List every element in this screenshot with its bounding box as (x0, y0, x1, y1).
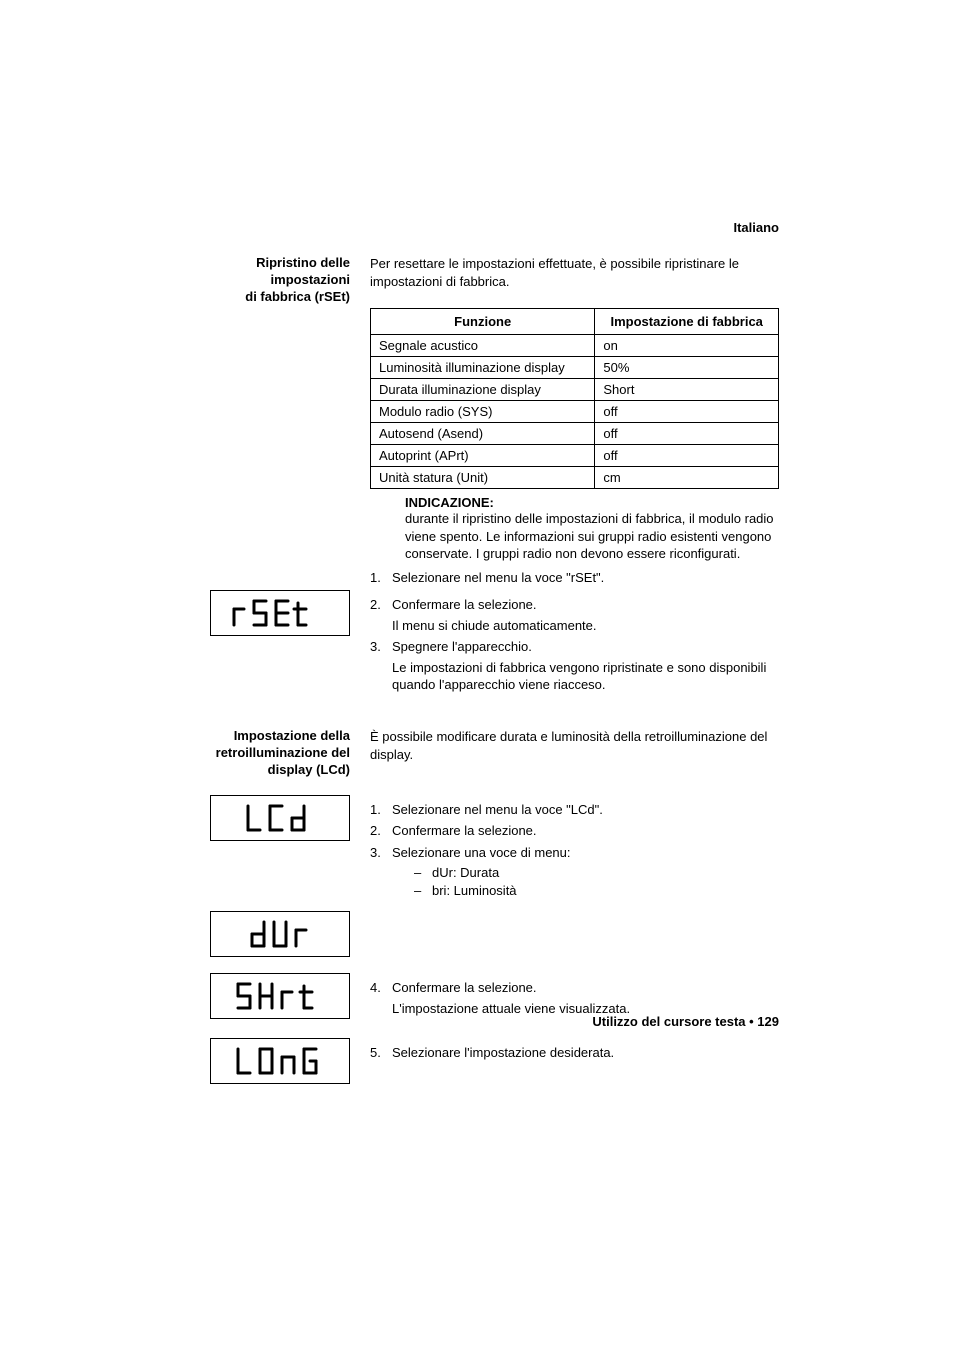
lcd-display-long (210, 1038, 350, 1084)
note-label: INDICAZIONE: (405, 495, 779, 510)
seven-segment-icon (220, 978, 340, 1014)
table-cell: cm (595, 467, 779, 489)
table-cell: 50% (595, 357, 779, 379)
table-cell: off (595, 423, 779, 445)
list-item: 2. Confermare la selezione. Il menu si c… (370, 596, 779, 634)
table-cell: off (595, 401, 779, 423)
step-text: Selezionare nel menu la voce "rSEt". (392, 569, 779, 587)
step-detail: Le impostazioni di fabbrica vengono ripr… (392, 659, 779, 694)
table-row: Modulo radio (SYS) off (371, 401, 779, 423)
section2-title-l1: Impostazione della (234, 728, 350, 743)
sub-text: bri: Luminosità (432, 882, 517, 900)
note-text: durante il ripristino delle impostazioni… (405, 510, 779, 563)
table-cell: Segnale acustico (371, 335, 595, 357)
step-number: 1. (370, 569, 392, 587)
list-item: 1. Selezionare nel menu la voce "LCd". (370, 801, 779, 819)
section1-title: Ripristino delle impostazioni di fabbric… (175, 255, 350, 306)
step-number: 2. (370, 596, 392, 634)
factory-settings-table: Funzione Impostazione di fabbrica Segnal… (370, 308, 779, 489)
list-item: 4. Confermare la selezione. L'impostazio… (370, 979, 779, 1017)
table-cell: Unità statura (Unit) (371, 467, 595, 489)
lcd-display-rset (210, 590, 350, 636)
step-text: Confermare la selezione. (392, 597, 537, 612)
table-cell: Durata illuminazione display (371, 379, 595, 401)
dash-icon: – (414, 882, 432, 900)
table-cell: Modulo radio (SYS) (371, 401, 595, 423)
page-footer: Utilizzo del cursore testa • 129 (592, 1014, 779, 1029)
seven-segment-icon (220, 595, 340, 631)
table-row: Luminosità illuminazione display 50% (371, 357, 779, 379)
step-number: 4. (370, 979, 392, 1017)
section1-title-l2: impostazioni (271, 272, 350, 287)
list-item: 5. Selezionare l'impostazione desiderata… (370, 1044, 779, 1062)
step-text: Spegnere l'apparecchio. (392, 639, 532, 654)
table-row: Segnale acustico on (371, 335, 779, 357)
step-number: 1. (370, 801, 392, 819)
table-header-function: Funzione (371, 309, 595, 335)
step-number: 3. (370, 638, 392, 694)
list-item: 3. Selezionare una voce di menu: – dUr: … (370, 844, 779, 900)
seven-segment-icon (220, 800, 340, 836)
seven-segment-icon (220, 1043, 340, 1079)
dash-icon: – (414, 864, 432, 882)
list-item: 2. Confermare la selezione. (370, 822, 779, 840)
note-block: INDICAZIONE: durante il ripristino delle… (370, 495, 779, 563)
section2-title: Impostazione della retroilluminazione de… (175, 728, 350, 779)
step-text: Confermare la selezione. (392, 822, 779, 840)
table-row: Durata illuminazione display Short (371, 379, 779, 401)
table-row: Autoprint (APrt) off (371, 445, 779, 467)
list-item: 1. Selezionare nel menu la voce "rSEt". (370, 569, 779, 587)
section2-intro: È possibile modificare durata e luminosi… (370, 728, 779, 763)
seven-segment-icon (220, 916, 340, 952)
table-cell: Short (595, 379, 779, 401)
section2-title-l3: display (LCd) (268, 762, 350, 777)
table-cell: Autosend (Asend) (371, 423, 595, 445)
section2-title-l2: retroilluminazione del (216, 745, 350, 760)
step-number: 5. (370, 1044, 392, 1062)
step-text: Selezionare nel menu la voce "LCd". (392, 801, 779, 819)
table-cell: Luminosità illuminazione display (371, 357, 595, 379)
lcd-display-shrt (210, 973, 350, 1019)
table-cell: Autoprint (APrt) (371, 445, 595, 467)
sub-list-item: – bri: Luminosità (414, 882, 779, 900)
sub-text: dUr: Durata (432, 864, 499, 882)
step-text: Selezionare una voce di menu: (392, 845, 571, 860)
table-row: Autosend (Asend) off (371, 423, 779, 445)
language-label: Italiano (733, 220, 779, 235)
lcd-display-dur (210, 911, 350, 957)
step-number: 2. (370, 822, 392, 840)
step-number: 3. (370, 844, 392, 900)
section1-title-l3: di fabbrica (rSEt) (245, 289, 350, 304)
list-item: 3. Spegnere l'apparecchio. Le impostazio… (370, 638, 779, 694)
section1-title-l1: Ripristino delle (256, 255, 350, 270)
table-cell: off (595, 445, 779, 467)
table-header-default: Impostazione di fabbrica (595, 309, 779, 335)
sub-list-item: – dUr: Durata (414, 864, 779, 882)
step-detail: Il menu si chiude automaticamente. (392, 617, 779, 635)
table-row: Unità statura (Unit) cm (371, 467, 779, 489)
lcd-display-lcd (210, 795, 350, 841)
section1-intro: Per resettare le impostazioni effettuate… (370, 255, 779, 290)
step-text: Confermare la selezione. (392, 980, 537, 995)
step-text: Selezionare l'impostazione desiderata. (392, 1044, 779, 1062)
table-cell: on (595, 335, 779, 357)
